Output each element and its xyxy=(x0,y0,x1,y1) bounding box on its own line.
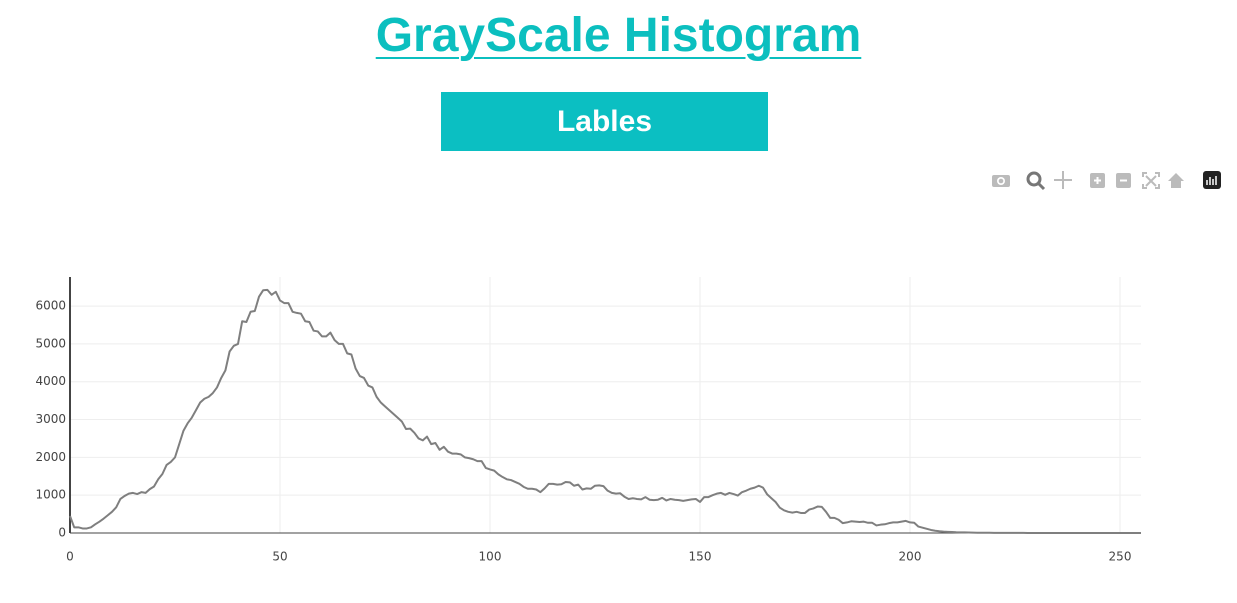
labels-button[interactable]: Lables xyxy=(441,92,768,151)
pan-icon[interactable] xyxy=(1054,171,1072,189)
plotly-logo[interactable] xyxy=(1203,171,1221,189)
x-tick-label: 150 xyxy=(689,550,712,564)
y-tick-label: 0 xyxy=(58,526,66,540)
y-tick-label: 5000 xyxy=(35,336,66,350)
y-tick-label: 2000 xyxy=(35,450,66,464)
y-tick-label: 4000 xyxy=(35,374,66,388)
histogram-line xyxy=(69,288,1141,534)
title-link[interactable]: GrayScale Histogram xyxy=(375,9,862,62)
zoom-icon[interactable] xyxy=(1026,171,1046,191)
x-tick-label: 200 xyxy=(899,550,922,564)
x-tick-label: 50 xyxy=(272,550,287,564)
x-tick-label: 250 xyxy=(1109,550,1132,564)
modebar xyxy=(992,171,1221,191)
y-tick-label: 6000 xyxy=(35,299,66,313)
zoom-out-icon[interactable] xyxy=(1116,173,1131,188)
zoom-in-icon[interactable] xyxy=(1090,173,1105,188)
title-heading: GrayScale Histogram xyxy=(0,8,1237,63)
y-tick-label: 3000 xyxy=(35,412,66,426)
y-tick-label: 1000 xyxy=(35,488,66,502)
camera-icon[interactable] xyxy=(992,175,1010,187)
x-tick-label: 0 xyxy=(66,550,74,564)
x-tick-label: 100 xyxy=(479,550,502,564)
autoscale-icon[interactable] xyxy=(1142,172,1160,189)
reset-icon[interactable] xyxy=(1168,173,1184,188)
